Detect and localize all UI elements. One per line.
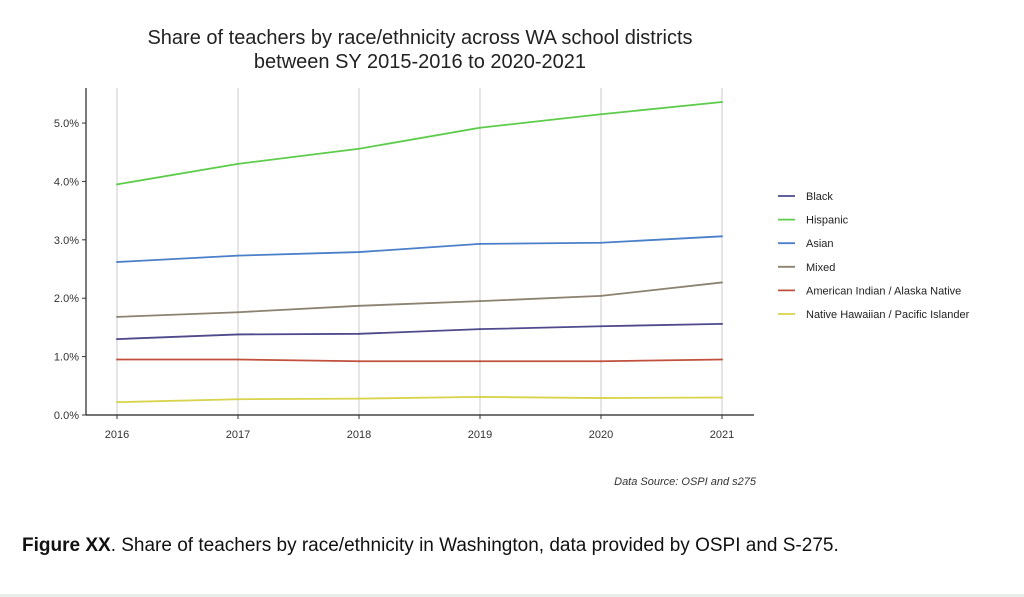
series-line-mixed xyxy=(116,281,723,318)
data-point xyxy=(116,315,118,318)
data-point xyxy=(237,398,239,401)
data-point xyxy=(721,322,723,325)
data-point xyxy=(358,397,360,400)
legend-label: American Indian / Alaska Native xyxy=(806,285,961,297)
data-point xyxy=(600,294,602,297)
series-line-asian xyxy=(116,235,723,263)
y-tick-label: 4.0% xyxy=(54,176,79,188)
data-point xyxy=(358,251,360,254)
y-tick-label: 5.0% xyxy=(54,118,79,130)
y-tick-label: 0.0% xyxy=(54,410,79,422)
series-line-hispanic xyxy=(116,101,723,186)
data-point xyxy=(116,261,118,264)
x-tick-label: 2016 xyxy=(105,429,129,441)
line-chart: 0.0% 1.0% 2.0% 3.0% 4.0% 5.0% 2016 2017 2018 2019… xyxy=(54,88,970,441)
x-tick-label: 2017 xyxy=(226,429,250,441)
data-point xyxy=(479,126,481,129)
data-point xyxy=(721,101,723,104)
x-tick-label: 2018 xyxy=(347,429,371,441)
data-point xyxy=(116,401,118,404)
data-point xyxy=(721,358,723,361)
legend-label: Black xyxy=(806,191,833,203)
data-point xyxy=(237,254,239,257)
data-point xyxy=(358,147,360,150)
figure-caption: Figure XX. Share of teachers by race/eth… xyxy=(22,532,992,560)
data-point xyxy=(721,235,723,238)
data-point xyxy=(600,360,602,363)
chart-title: Share of teachers by race/ethnicity acro… xyxy=(40,26,800,74)
data-point xyxy=(600,397,602,400)
data-point xyxy=(479,328,481,331)
data-point xyxy=(116,183,118,186)
chart-title-line-1: Share of teachers by race/ethnicity acro… xyxy=(147,27,693,49)
data-point xyxy=(116,358,118,361)
series-line-black xyxy=(116,323,723,340)
data-point xyxy=(479,300,481,303)
data-point xyxy=(600,241,602,244)
series-line-native-hawaiian-pacific-islander xyxy=(116,395,723,404)
data-point xyxy=(358,304,360,307)
series-line-american-indian-alaska-native xyxy=(117,358,723,363)
data-point xyxy=(479,395,481,398)
legend-label: Asian xyxy=(806,238,834,250)
legend-label: Native Hawaiian / Pacific Islander xyxy=(806,309,970,321)
caption-label: Figure XX xyxy=(22,535,111,556)
data-point xyxy=(479,360,481,363)
x-tick-label: 2020 xyxy=(589,429,613,441)
data-point xyxy=(358,360,360,363)
data-point xyxy=(721,281,723,284)
data-source-note: Data Source: OSPI and s275 xyxy=(614,476,756,488)
y-tick-label: 3.0% xyxy=(54,235,79,247)
data-point xyxy=(116,338,118,341)
y-tick-label: 1.0% xyxy=(54,352,79,364)
series-lines xyxy=(116,101,723,404)
x-tick-label: 2021 xyxy=(710,429,734,441)
data-point xyxy=(237,333,239,336)
data-point xyxy=(237,162,239,165)
data-point xyxy=(600,325,602,328)
axes: 0.0% 1.0% 2.0% 3.0% 4.0% 5.0% 2016 2017 2018 2019… xyxy=(54,88,754,441)
bottom-divider xyxy=(0,594,1024,597)
data-point xyxy=(237,358,239,361)
data-point xyxy=(358,332,360,335)
data-point xyxy=(237,311,239,314)
x-tick-label: 2019 xyxy=(468,429,492,441)
data-point xyxy=(479,242,481,245)
legend-label: Hispanic xyxy=(806,215,849,227)
legend: Black Hispanic Asian Mixed American Indian /… xyxy=(778,191,970,321)
legend-label: Mixed xyxy=(806,262,835,274)
caption-text: . Share of teachers by race/ethnicity in… xyxy=(110,535,839,556)
data-point xyxy=(600,113,602,116)
y-tick-label: 2.0% xyxy=(54,293,79,305)
chart-title-line-2: between SY 2015-2016 to 2020-2021 xyxy=(253,51,587,73)
gridlines xyxy=(116,88,723,415)
data-point xyxy=(721,396,723,399)
